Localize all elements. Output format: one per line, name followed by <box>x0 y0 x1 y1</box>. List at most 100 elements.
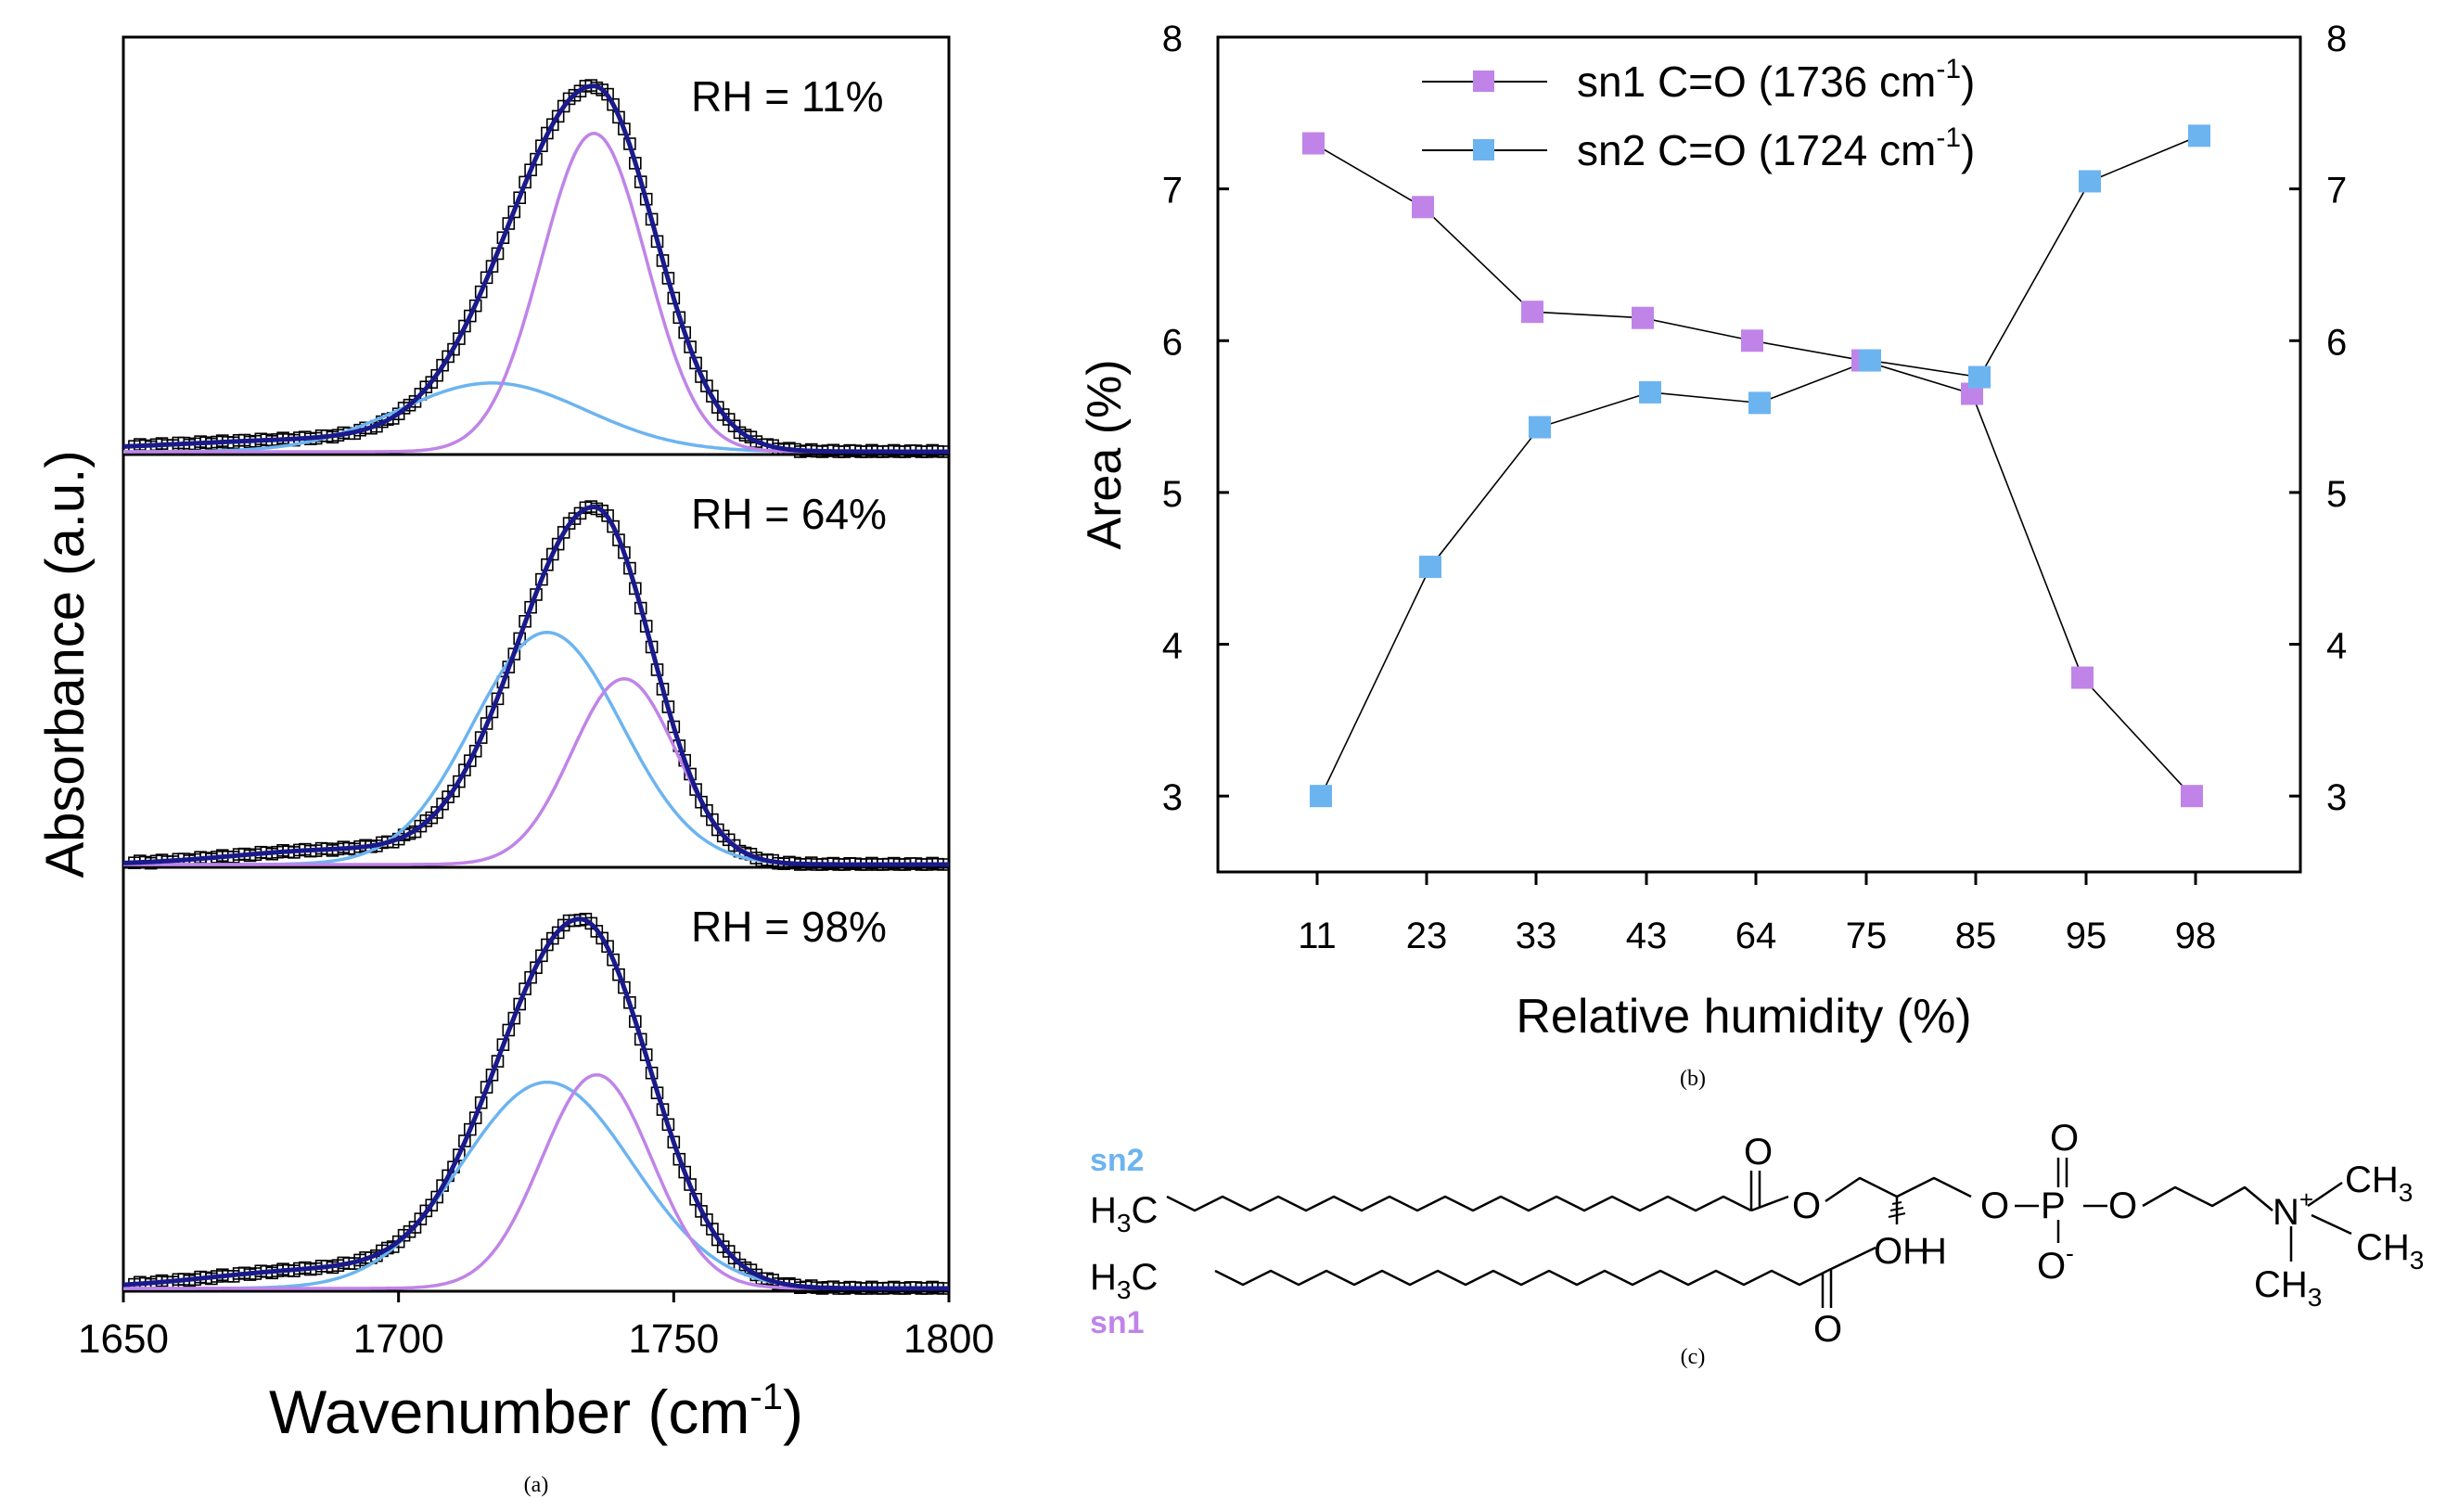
y-tick-label-right: 5 <box>2326 474 2347 515</box>
point-sn2 <box>1310 785 1332 808</box>
point-sn2 <box>1639 380 1661 404</box>
rh-label-1: RH = 11% <box>691 72 884 121</box>
choline-chain <box>2142 1185 2273 1211</box>
data-point <box>535 139 548 152</box>
ammonium-n: N+ <box>2273 1185 2313 1233</box>
point-sn2 <box>2079 170 2101 193</box>
x-tick-label: 1800 <box>903 1316 994 1362</box>
point-sn1 <box>1741 329 1763 352</box>
ch3-bottom: CH3 <box>2254 1264 2322 1312</box>
total-fit-2 <box>122 504 949 867</box>
x-tick-label: 43 <box>1626 916 1668 956</box>
panel-b-y-axis-label: Area (%) <box>1078 359 1132 549</box>
y-tick-label-left: 8 <box>1162 19 1183 59</box>
x-tick-label: 85 <box>1955 916 1997 956</box>
point-sn1 <box>1412 196 1434 219</box>
sn1-methyl-label: H3C <box>1090 1257 1158 1304</box>
data-point <box>607 519 620 533</box>
point-sn2 <box>1419 556 1441 579</box>
rh-label-3: RH = 98% <box>691 903 887 951</box>
phosphate-o-bottom: O- <box>2037 1239 2074 1287</box>
chiral-h: H <box>1920 1231 1947 1272</box>
phosphate-o-top: O <box>2050 1118 2079 1159</box>
glycerol-backbone <box>1825 1176 1972 1203</box>
legend-label-sn1: sn1 C=O (1736 cm-1) <box>1577 54 1975 106</box>
y-tick-label-left: 7 <box>1162 171 1183 211</box>
x-tick-label: 98 <box>2175 916 2217 956</box>
panel-c-molecular-structure <box>1166 1158 2352 1308</box>
n-ch3-top-bond <box>2307 1181 2343 1208</box>
x-tick-label: 64 <box>1735 916 1777 956</box>
panel-a-ir-spectra: RH = 11% RH = 64% RH = 98% 1650 1700 1750 180… <box>35 35 994 1497</box>
data-point <box>453 332 466 345</box>
y-tick-label-right: 6 <box>2326 322 2347 363</box>
sn1-oh: OH <box>1874 1231 1929 1272</box>
legend-marker-sn2 <box>1473 139 1494 160</box>
point-sn1 <box>1302 132 1325 155</box>
y-tick-label-left: 3 <box>1162 777 1183 818</box>
sn2-methyl-label: H3C <box>1090 1190 1158 1237</box>
panel-a-frame <box>122 35 951 1293</box>
sn1-fit-1 <box>123 132 949 454</box>
point-sn1 <box>2071 666 2094 689</box>
stereo-hash-1 <box>1891 1201 1902 1205</box>
panel-b-area-vs-humidity: 3 34 45 56 67 78 811 23 33 43 64 75 85 95 98 sn1 C=O (… <box>1078 19 2347 1091</box>
x-tick-label: 1750 <box>628 1316 719 1362</box>
panel-a-caption: (a) <box>524 1473 549 1497</box>
panel-b-series-layer <box>1302 124 2210 808</box>
ch3-right: CH3 <box>2356 1227 2424 1275</box>
ch3-top: CH3 <box>2345 1160 2413 1207</box>
point-sn1 <box>1521 301 1543 324</box>
n-ch3-right-bond <box>2311 1213 2352 1236</box>
point-sn1 <box>1632 306 1654 329</box>
sn2-carbonyl-o: O <box>1744 1132 1773 1172</box>
sn1-fit-3 <box>123 1072 949 1290</box>
point-sn1 <box>2181 785 2203 808</box>
sn2-fit-3 <box>123 1080 949 1290</box>
panel-b-axes: 3 34 45 56 67 78 811 23 33 43 64 75 85 95 98 <box>1162 19 2348 956</box>
panel-c-atom-labels: sn2 H3C H3C sn1 O O OH H O P O O- O N+ C… <box>1090 1118 2424 1369</box>
panel-b-x-axis-label: Relative humidity (%) <box>1516 990 1971 1044</box>
rh-label-2: RH = 64% <box>691 490 887 538</box>
point-sn2 <box>1748 391 1771 415</box>
y-tick-label-right: 4 <box>2326 626 2347 667</box>
phosphate-o-right: O <box>2108 1185 2137 1226</box>
panel-a-y-axis-label: Absorbance (a.u.) <box>35 450 96 878</box>
x-tick-label: 33 <box>1516 916 1557 956</box>
y-tick-label-right: 8 <box>2326 19 2347 59</box>
x-tick-label: 75 <box>1846 916 1888 956</box>
sn2-chain <box>1166 1195 1752 1212</box>
point-sn2 <box>1859 349 1881 372</box>
sn1-carbonyl-o: O <box>1813 1309 1842 1350</box>
point-sn2 <box>1529 416 1551 439</box>
phosphate-o-left: O <box>1980 1185 2009 1226</box>
x-tick-label: 11 <box>1298 916 1337 956</box>
sn2-ester-bond <box>1750 1195 1789 1212</box>
y-tick-label-left: 4 <box>1162 626 1183 667</box>
x-tick-label: 95 <box>2066 916 2107 956</box>
sn1-ester-bond <box>1826 1246 1876 1273</box>
panel-b-frame <box>1216 35 2302 874</box>
sn2-ester-o: O <box>1792 1185 1821 1226</box>
sn1-fit-2 <box>123 677 949 866</box>
panel-a-plot-layer: RH = 11% RH = 64% RH = 98% <box>122 72 950 1295</box>
stereo-hash-3 <box>1888 1212 1906 1218</box>
sn1-label: sn1 <box>1090 1305 1145 1340</box>
sn1-chain <box>1214 1269 1828 1287</box>
point-sn2 <box>2188 124 2210 147</box>
legend-label-sn2: sn2 C=O (1724 cm-1) <box>1577 122 1975 174</box>
data-point <box>607 97 620 111</box>
y-tick-label-right: 7 <box>2326 171 2347 211</box>
x-tick-label: 1650 <box>78 1316 169 1362</box>
point-sn2 <box>1968 365 1991 389</box>
total-fit-1 <box>122 83 949 455</box>
phosphorus: P <box>2041 1185 2066 1226</box>
y-tick-label-left: 6 <box>1162 322 1183 363</box>
total-fit-3 <box>122 916 949 1291</box>
y-tick-label-left: 5 <box>1162 474 1183 515</box>
panel-a-x-axis-ticks: 1650 1700 1750 1800 <box>78 1291 994 1362</box>
panel-c-caption: (c) <box>1681 1345 1706 1369</box>
x-tick-label: 1700 <box>353 1316 444 1362</box>
sn2-label: sn2 <box>1090 1143 1145 1178</box>
